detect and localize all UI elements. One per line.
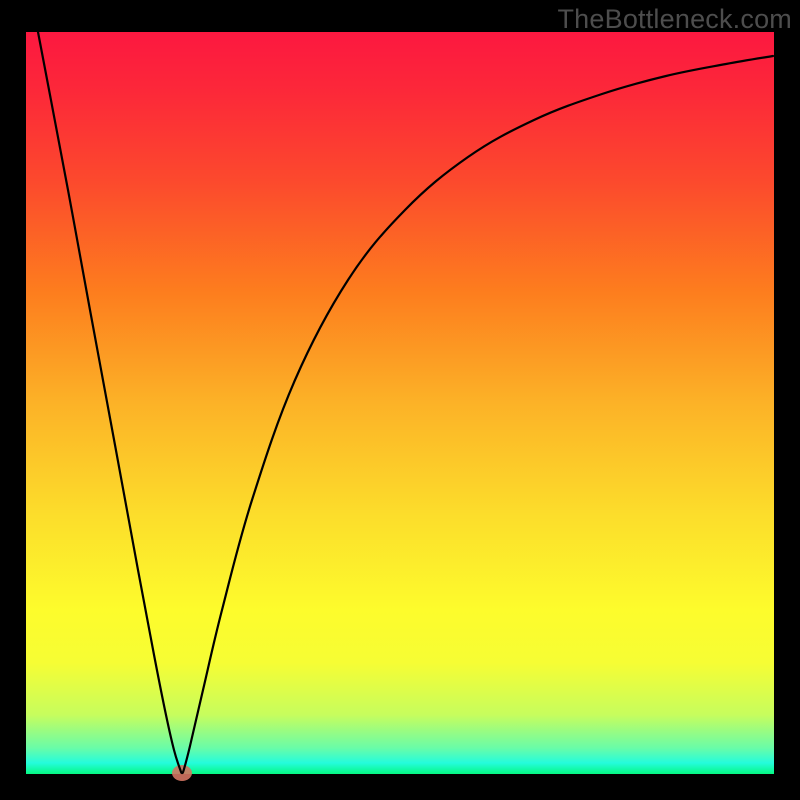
bottleneck-curve [38, 32, 773, 773]
watermark-text: TheBottleneck.com [557, 4, 792, 35]
chart-frame: TheBottleneck.com [0, 0, 800, 800]
curve-svg [0, 0, 800, 800]
